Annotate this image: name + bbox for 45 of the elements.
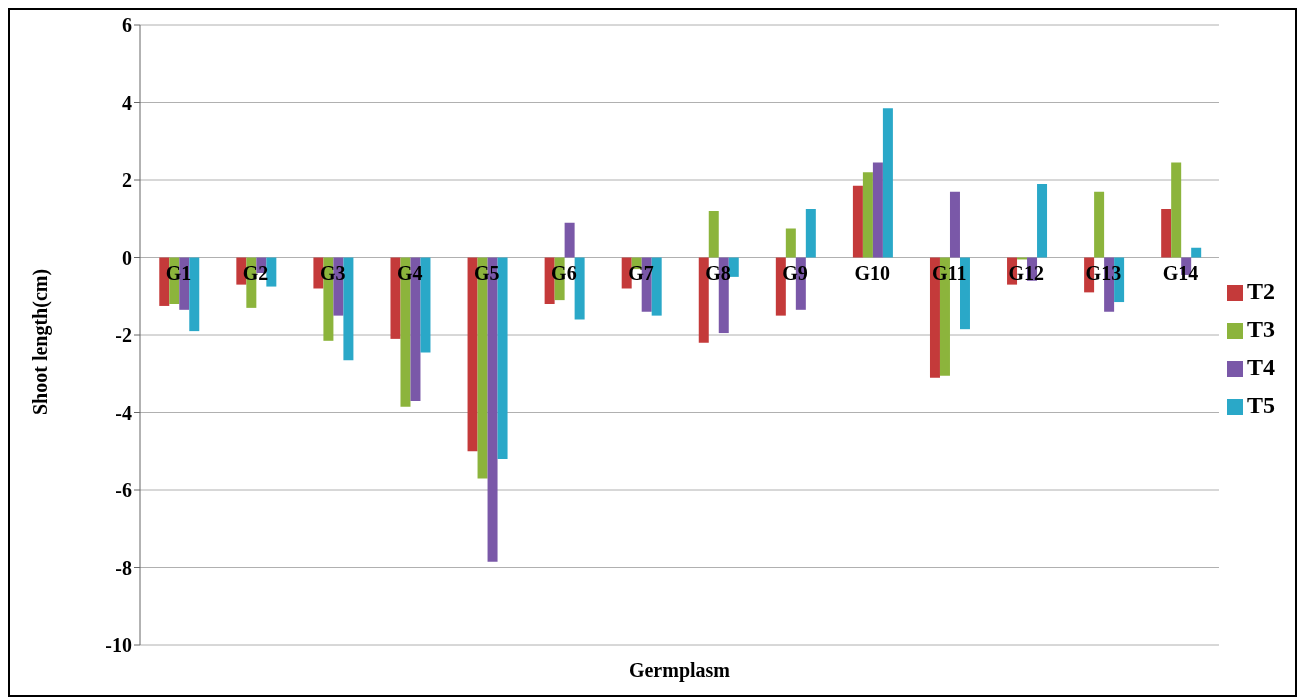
bar: [1191, 247, 1202, 258]
y-tick-label: -8: [115, 556, 132, 579]
y-tick-label: 0: [122, 246, 132, 269]
y-tick-label: -10: [105, 634, 132, 657]
bar: [564, 222, 575, 258]
y-tick-label: -4: [115, 401, 132, 424]
x-tick-label: G7: [628, 261, 654, 284]
y-tick-label: 4: [122, 91, 132, 114]
y-tick-label: 6: [122, 14, 132, 37]
bar: [728, 257, 739, 277]
bar: [189, 257, 200, 332]
bar: [266, 257, 277, 287]
x-tick-label: G13: [1085, 261, 1122, 284]
legend-label: T3: [1246, 315, 1275, 342]
bar: [872, 162, 883, 258]
bar: [497, 257, 508, 459]
x-tick-label: G11: [932, 261, 967, 284]
y-tick-label: -2: [115, 324, 132, 347]
bar: [805, 209, 816, 258]
x-tick-label: G6: [551, 261, 577, 284]
legend-label: T5: [1246, 391, 1275, 418]
bar: [343, 257, 354, 361]
legend-label: T2: [1246, 277, 1275, 304]
bar: [1094, 191, 1105, 258]
bar: [1171, 162, 1182, 258]
bar: [785, 228, 796, 258]
x-tick-label: G9: [782, 261, 808, 284]
bar: [852, 185, 863, 258]
bar: [862, 172, 873, 258]
x-tick-label: G12: [1008, 261, 1045, 284]
x-tick-label: G10: [854, 261, 890, 284]
y-tick-label: 2: [122, 169, 132, 192]
legend-label: T4: [1246, 353, 1275, 380]
bar: [1161, 209, 1172, 258]
bar: [1037, 183, 1048, 258]
bar: [949, 191, 960, 258]
x-tick-label: G14: [1162, 261, 1199, 284]
x-axis-title: Germplasm: [628, 659, 731, 682]
x-tick-label: G8: [705, 261, 731, 284]
y-tick-label: -6: [115, 479, 132, 502]
bar: [420, 257, 431, 353]
bar: [708, 211, 719, 258]
bar: [882, 108, 893, 258]
bar: [574, 257, 585, 320]
y-axis-title: Shoot length(cm): [29, 268, 53, 415]
